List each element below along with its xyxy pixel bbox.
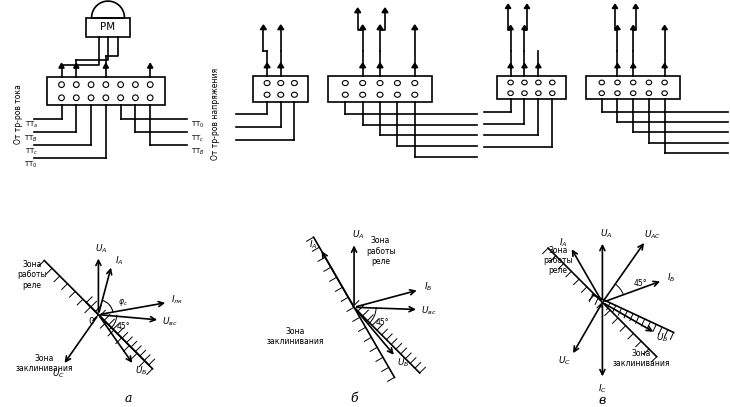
Text: Зона
заклинивания: Зона заклинивания [612, 348, 670, 368]
Text: $\mathit{I}_{{А}}$: $\mathit{I}_{{А}}$ [115, 254, 123, 267]
Text: $\mathit{U}_{С}$: $\mathit{U}_{С}$ [558, 355, 571, 368]
Text: От тр-ров тока: От тр-ров тока [14, 84, 23, 144]
Text: Зона
работы
реле: Зона работы реле [366, 236, 395, 266]
Polygon shape [103, 63, 109, 68]
Text: Зона
заклинивания: Зона заклинивания [266, 327, 324, 346]
Text: $\mathit{I}_{{А}}$: $\mathit{I}_{{А}}$ [559, 236, 568, 249]
Bar [253, 76, 308, 102]
Polygon shape [524, 4, 530, 9]
Polygon shape [522, 25, 527, 30]
Polygon shape [631, 63, 636, 68]
Text: а: а [124, 392, 131, 405]
Polygon shape [615, 25, 620, 30]
Text: ТТ$_B$: ТТ$_B$ [191, 147, 205, 157]
Text: $\mathit{U}_{Б}$: $\mathit{U}_{Б}$ [396, 357, 410, 369]
Bar [47, 77, 165, 105]
Polygon shape [615, 63, 620, 68]
Polygon shape [505, 4, 511, 9]
Polygon shape [382, 8, 388, 13]
Polygon shape [264, 63, 270, 68]
Polygon shape [59, 63, 64, 68]
Text: 45°: 45° [117, 322, 130, 331]
Text: $\mathit{U}_{{А}}$: $\mathit{U}_{{А}}$ [95, 242, 107, 255]
Text: $\mathit{U}_{{вс}}$: $\mathit{U}_{{вс}}$ [162, 315, 178, 328]
Text: $\mathit{U}_{Б}$: $\mathit{U}_{Б}$ [656, 331, 669, 344]
Text: $\mathit{U}_{Б}$: $\mathit{U}_{Б}$ [135, 365, 147, 377]
Text: ТТ$_c$: ТТ$_c$ [191, 133, 204, 144]
Polygon shape [508, 25, 513, 30]
Text: ТТ$_0$: ТТ$_0$ [191, 120, 205, 130]
Text: $\mathit{U}_{{А}}$: $\mathit{U}_{{А}}$ [600, 228, 613, 240]
Text: Зона
работы
реле: Зона работы реле [18, 260, 47, 290]
Text: ТТ$_0$: ТТ$_0$ [24, 160, 38, 170]
Text: $\mathit{I}_{Б}$: $\mathit{I}_{Б}$ [424, 280, 433, 293]
Text: $\mathit{U}_{{вс}}$: $\mathit{U}_{{вс}}$ [421, 305, 437, 317]
Text: От тр-ров напряжения: От тр-ров напряжения [211, 68, 220, 160]
Polygon shape [631, 25, 636, 30]
Polygon shape [377, 25, 383, 30]
Polygon shape [508, 63, 513, 68]
Polygon shape [412, 63, 418, 68]
Polygon shape [633, 4, 639, 9]
Polygon shape [536, 63, 541, 68]
Polygon shape [277, 25, 284, 30]
Bar [328, 76, 432, 102]
Polygon shape [74, 63, 79, 68]
Text: $\mathit{U}_{{АС}}$: $\mathit{U}_{{АС}}$ [644, 229, 661, 241]
Polygon shape [662, 25, 667, 30]
Polygon shape [612, 4, 618, 9]
Polygon shape [261, 25, 266, 30]
Text: $\mathit{U}_{{А}}$: $\mathit{U}_{{А}}$ [352, 229, 365, 241]
Text: Зона
заклинивания: Зона заклинивания [15, 354, 73, 373]
Text: Зона
работы
реле: Зона работы реле [543, 245, 572, 276]
Text: $\varphi_c$: $\varphi_c$ [118, 298, 128, 309]
Text: $\mathit{I}_{{А}}$: $\mathit{I}_{{А}}$ [309, 238, 317, 250]
Text: б: б [350, 392, 358, 405]
Bar [86, 18, 130, 37]
Polygon shape [522, 63, 527, 68]
Text: ТТ$_a$: ТТ$_a$ [25, 120, 38, 130]
Bar [496, 76, 566, 99]
Polygon shape [377, 63, 383, 68]
Text: в: в [599, 394, 606, 407]
Bar [586, 76, 680, 99]
Text: $\mathit{I}_{{лк}}$: $\mathit{I}_{{лк}}$ [171, 293, 183, 306]
Polygon shape [412, 25, 418, 30]
Text: ТТ$_c$: ТТ$_c$ [25, 147, 38, 157]
Polygon shape [277, 63, 284, 68]
Text: 0: 0 [88, 317, 94, 326]
Text: ТТ$_B$: ТТ$_B$ [24, 133, 38, 144]
Text: $\mathit{I}_{С}$: $\mathit{I}_{С}$ [598, 383, 607, 395]
Polygon shape [355, 8, 361, 13]
Polygon shape [360, 25, 366, 30]
Polygon shape [662, 63, 667, 68]
Polygon shape [360, 63, 366, 68]
Text: $\mathit{U}_{С}$: $\mathit{U}_{С}$ [52, 368, 65, 381]
Polygon shape [147, 63, 153, 68]
Text: 45°: 45° [634, 279, 647, 288]
Text: $\mathit{I}_{Б}$: $\mathit{I}_{Б}$ [666, 271, 675, 284]
Text: 45°: 45° [375, 318, 389, 327]
Text: РМ: РМ [101, 22, 115, 33]
